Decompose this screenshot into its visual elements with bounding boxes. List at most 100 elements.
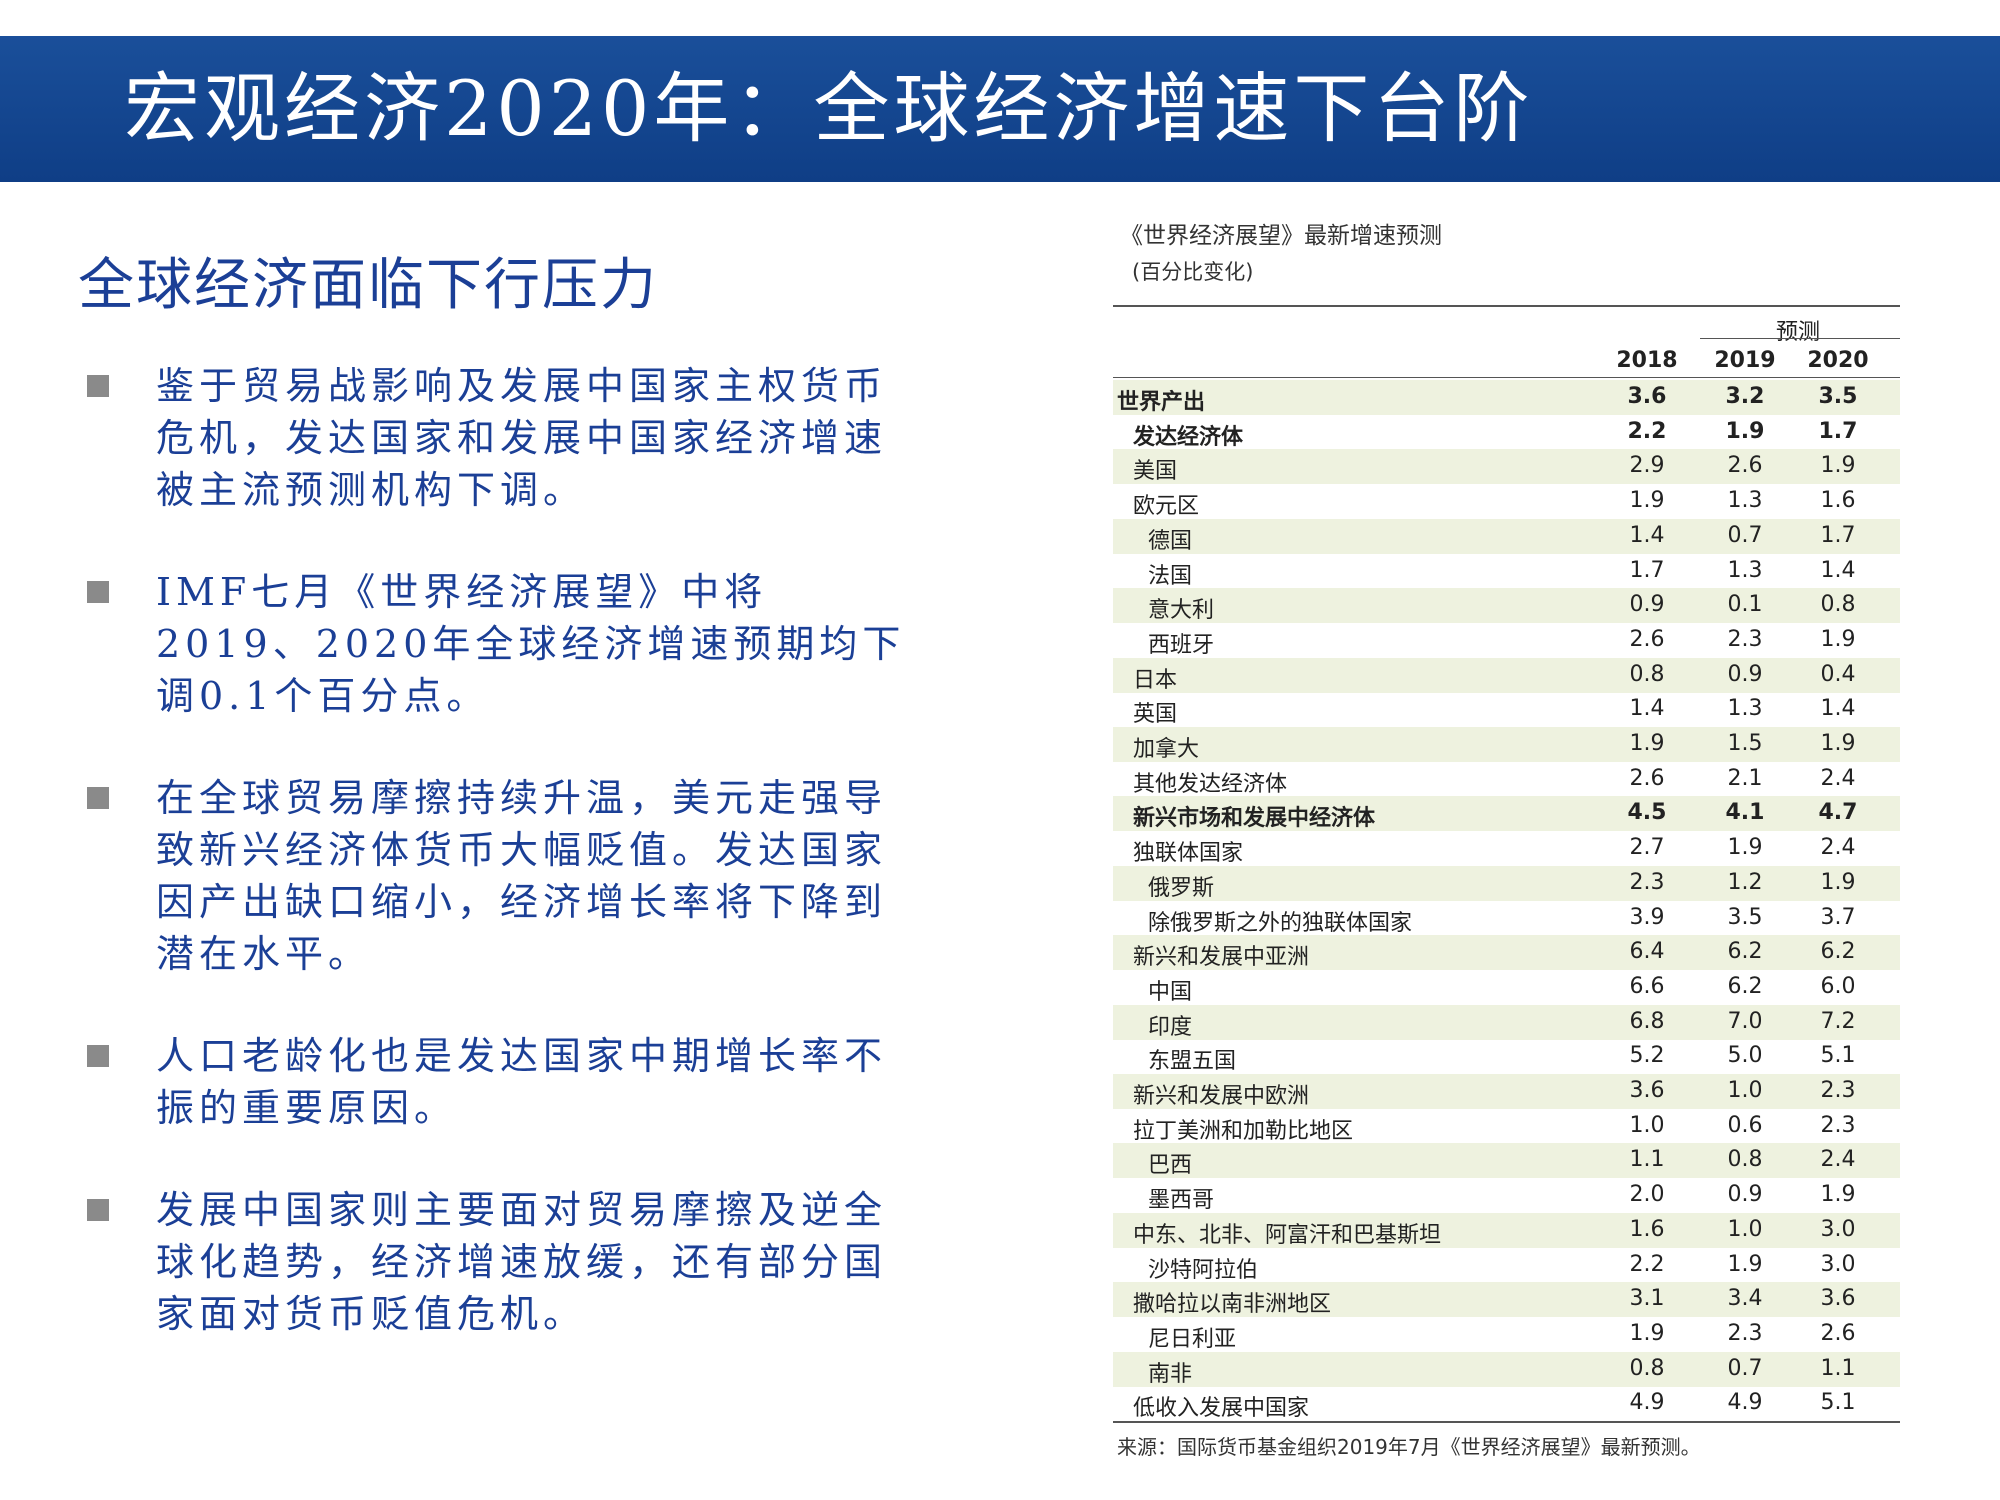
row-label: 美国 [1133, 459, 1178, 485]
cell-value: 2.3 [1629, 869, 1665, 895]
cell-value: 5.1 [1820, 1043, 1856, 1069]
table-title: 《世界经济展望》最新增速预测 [1120, 223, 1442, 249]
row-background [1113, 1351, 1900, 1387]
cell-value: 2.4 [1820, 765, 1856, 791]
cell-value: 1.4 [1820, 557, 1856, 583]
cell-value: 1.9 [1820, 869, 1856, 895]
column-header: 2019 [1714, 348, 1776, 373]
cell-value: 1.6 [1629, 1216, 1665, 1242]
cell-value: 1.2 [1727, 869, 1763, 895]
cell-value: 0.8 [1629, 661, 1665, 687]
row-background [1113, 727, 1900, 762]
cell-value: 1.9 [1725, 418, 1765, 444]
cell-value: 1.9 [1820, 626, 1856, 652]
forecast-label: 预测 [1775, 320, 1820, 345]
cell-value: 0.9 [1629, 592, 1665, 618]
row-label: 拉丁美洲和加勒比地区 [1133, 1118, 1354, 1144]
bullet-text: 鉴于贸易战影响及发展中国家主权货币危机，发达国家和发展中国家经济增速被主流预测机… [156, 364, 888, 512]
cell-value: 1.7 [1820, 522, 1856, 548]
row-label: 除俄罗斯之外的独联体国家 [1148, 910, 1413, 936]
cell-value: 4.9 [1727, 1390, 1763, 1416]
cell-value: 2.6 [1629, 626, 1665, 652]
row-label: 加拿大 [1133, 737, 1200, 762]
cell-value: 6.2 [1820, 939, 1856, 965]
row-label: 法国 [1148, 563, 1193, 589]
cell-value: 1.4 [1629, 522, 1665, 548]
table-rule [1113, 305, 1900, 307]
row-label: 德国 [1148, 528, 1193, 554]
cell-value: 6.2 [1727, 973, 1763, 999]
cell-value: 5.1 [1820, 1390, 1856, 1416]
row-label: 低收入发展中国家 [1133, 1396, 1310, 1422]
cell-value: 3.5 [1727, 904, 1763, 930]
cell-value: 3.0 [1820, 1251, 1856, 1277]
cell-value: 4.5 [1627, 800, 1667, 826]
row-label: 东盟五国 [1148, 1049, 1237, 1075]
header-bar [0, 36, 2000, 182]
cell-value: 1.0 [1727, 1078, 1763, 1103]
row-background [1113, 1212, 1900, 1248]
cell-value: 5.0 [1727, 1043, 1763, 1069]
cell-value: 0.4 [1820, 661, 1856, 687]
cell-value: 3.7 [1820, 904, 1856, 930]
row-label: 印度 [1148, 1014, 1193, 1040]
row-label: 发达经济体 [1133, 424, 1244, 450]
row-label: 欧元区 [1133, 494, 1200, 520]
cell-value: 1.4 [1820, 696, 1856, 722]
cell-value: 2.3 [1727, 626, 1763, 652]
cell-value: 0.8 [1727, 1147, 1763, 1173]
slide-title: 宏观经济2020年：全球经济增速下台阶 [124, 64, 1534, 153]
cell-value: 6.0 [1820, 973, 1856, 999]
cell-value: 1.3 [1727, 488, 1763, 514]
row-background [1113, 518, 1900, 554]
table-source: 来源：国际货币基金组织2019年7月《世界经济展望》最新预测。 [1117, 1435, 1701, 1459]
cell-value: 6.2 [1727, 939, 1763, 965]
row-label: 新兴和发展中亚洲 [1133, 945, 1310, 971]
header-rule [1113, 377, 1900, 378]
cell-value: 7.0 [1727, 1008, 1763, 1034]
cell-value: 1.9 [1629, 488, 1665, 514]
cell-value: 1.0 [1727, 1216, 1763, 1242]
cell-value: 1.9 [1629, 1320, 1665, 1346]
column-header: 2020 [1807, 348, 1869, 373]
row-label: 其他发达经济体 [1133, 771, 1288, 797]
cell-value: 3.6 [1627, 384, 1667, 409]
row-label: 西班牙 [1148, 632, 1215, 658]
row-label: 尼日利亚 [1148, 1326, 1237, 1352]
cell-value: 7.2 [1820, 1008, 1856, 1034]
row-label: 南非 [1148, 1361, 1193, 1387]
bullet-item: 人口老龄化也是发达国家中期增长率不振的重要原因。 [87, 1030, 926, 1134]
row-background [1113, 588, 1900, 624]
cell-value: 4.7 [1818, 800, 1858, 826]
cell-value: 2.3 [1820, 1112, 1856, 1138]
row-label: 墨西哥 [1148, 1188, 1215, 1214]
row-label: 日本 [1133, 667, 1178, 693]
cell-value: 1.1 [1820, 1355, 1856, 1381]
bullet-item: 发展中国家则主要面对贸易摩擦及逆全球化趋势，经济增速放缓，还有部分国家面对货币贬… [87, 1184, 926, 1340]
cell-value: 0.9 [1727, 661, 1763, 687]
cell-value: 1.9 [1727, 835, 1763, 861]
cell-value: 3.2 [1725, 384, 1765, 409]
bullet-text: 在全球贸易摩擦持续升温，美元走强导致新兴经济体货币大幅贬值。发达国家因产出缺口缩… [156, 776, 888, 976]
forecast-rule [1700, 338, 1900, 339]
cell-value: 3.5 [1818, 384, 1858, 409]
row-background [1113, 935, 1900, 971]
cell-value: 0.9 [1727, 1182, 1763, 1208]
row-background [1113, 796, 1900, 832]
cell-value: 0.6 [1727, 1112, 1763, 1138]
cell-value: 1.9 [1820, 453, 1856, 479]
row-label: 巴西 [1148, 1153, 1193, 1179]
row-background [1113, 1282, 1900, 1318]
bullet-item: 在全球贸易摩擦持续升温，美元走强导致新兴经济体货币大幅贬值。发达国家因产出缺口缩… [87, 772, 926, 980]
cell-value: 0.8 [1820, 592, 1856, 618]
section-heading: 全球经济面临下行压力 [78, 253, 658, 318]
cell-value: 2.7 [1629, 835, 1665, 861]
cell-value: 2.2 [1627, 418, 1667, 444]
cell-value: 4.9 [1629, 1390, 1665, 1416]
bullet-marker [87, 375, 109, 397]
cell-value: 2.2 [1629, 1251, 1665, 1277]
row-background [1113, 1143, 1900, 1179]
cell-value: 6.4 [1629, 939, 1665, 965]
row-label: 新兴市场和发展中经济体 [1133, 806, 1376, 832]
cell-value: 1.3 [1727, 696, 1763, 722]
